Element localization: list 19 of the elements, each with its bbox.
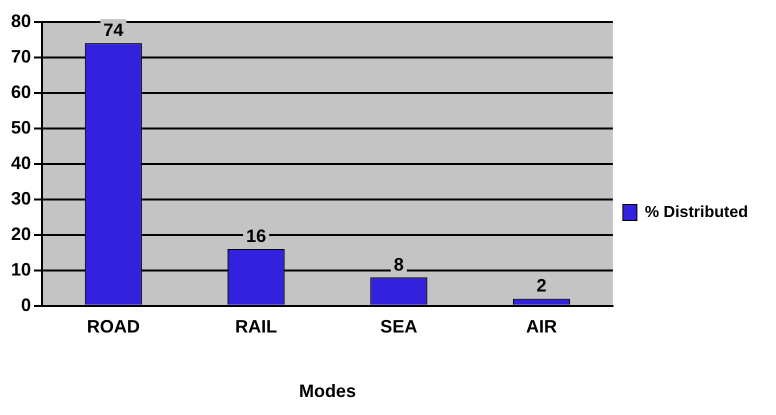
y-tick-label: 60 (10, 82, 32, 102)
y-tick-label: 20 (10, 224, 32, 244)
data-label: 74 (103, 20, 124, 40)
y-tick-label: 50 (10, 117, 32, 138)
x-tick-label: RAIL (235, 316, 278, 337)
data-label: 2 (536, 276, 547, 296)
x-tick-label: SEA (380, 316, 418, 337)
x-axis-title: Modes (298, 381, 356, 402)
y-tick-label: 10 (10, 259, 32, 280)
y-tick-label: 30 (10, 188, 32, 208)
x-tick-label: AIR (526, 316, 558, 337)
x-tick-label: ROAD (86, 316, 140, 337)
data-label: 8 (394, 254, 404, 274)
y-tick-label: 40 (10, 152, 32, 173)
y-tick-label: 70 (10, 46, 32, 66)
data-label: 16 (246, 226, 266, 246)
legend-label: % Distributed (644, 204, 748, 221)
y-tick-label: 0 (21, 294, 32, 315)
y-tick-label: 80 (10, 10, 32, 31)
